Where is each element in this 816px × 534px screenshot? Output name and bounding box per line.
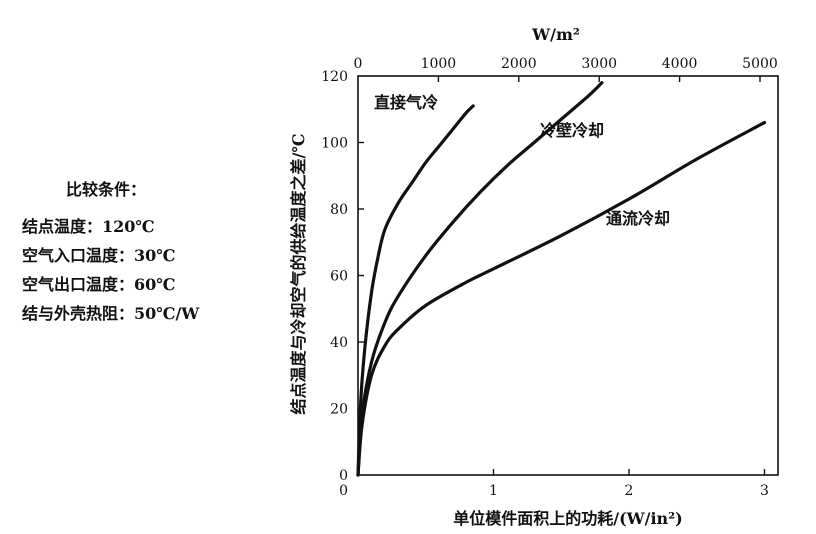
x2-tick-label: 5000 — [742, 56, 778, 72]
x-axis-title: 单位模件面积上的功耗/(W/in²) — [453, 509, 683, 528]
curve-direct-air-cooling — [356, 104, 475, 477]
x2-tick-label: 3000 — [581, 56, 617, 72]
x-tick-label: 1 — [489, 483, 498, 499]
condition-thermal-resistance: 结与外壳热阻：50℃/W — [22, 304, 200, 323]
x2-axis-title: W/m² — [531, 25, 580, 44]
y-axis-title: 结点温度与冷却空气的供给温度之差/℃ — [289, 133, 308, 415]
y-tick-label: 100 — [321, 136, 348, 152]
conditions-title: 比较条件： — [66, 180, 147, 199]
x-tick-label: 2 — [625, 483, 634, 499]
y-tick-label: 20 — [330, 402, 348, 418]
y-tick-label: 0 — [339, 468, 348, 484]
x2-tick-label: 1000 — [421, 56, 457, 72]
label-flow-through-cooling: 通流冷却 — [606, 209, 670, 228]
x-tick-label: 0 — [339, 483, 348, 499]
label-cold-wall-cooling: 冷壁冷却 — [540, 121, 604, 140]
axis-ticks: 0 20 40 60 80 100 120 0 1 2 3 0 1000 2000 3000 4000 5000 — [321, 56, 778, 499]
y-tick-label: 40 — [330, 335, 348, 351]
y-tick-label: 80 — [330, 202, 348, 218]
x-tick-label: 3 — [760, 483, 769, 499]
condition-junction-temp: 结点温度：120℃ — [22, 217, 155, 236]
condition-air-outlet-temp: 空气出口温度：60℃ — [22, 275, 176, 294]
y-tick-label: 60 — [330, 269, 348, 285]
condition-air-inlet-temp: 空气入口温度：30℃ — [22, 246, 176, 265]
curves — [356, 81, 767, 477]
y-tick-label: 120 — [321, 69, 348, 85]
curve-cold-wall-cooling — [356, 81, 604, 477]
x2-tick-label: 4000 — [662, 56, 698, 72]
x2-tick-label: 0 — [354, 56, 363, 72]
x2-tick-label: 2000 — [501, 56, 537, 72]
curve-flow-through-cooling — [356, 120, 767, 477]
comparison-conditions: 比较条件： 结点温度：120℃ 空气入口温度：30℃ 空气出口温度：60℃ 结与… — [22, 176, 199, 328]
label-direct-air-cooling: 直接气冷 — [374, 93, 438, 112]
